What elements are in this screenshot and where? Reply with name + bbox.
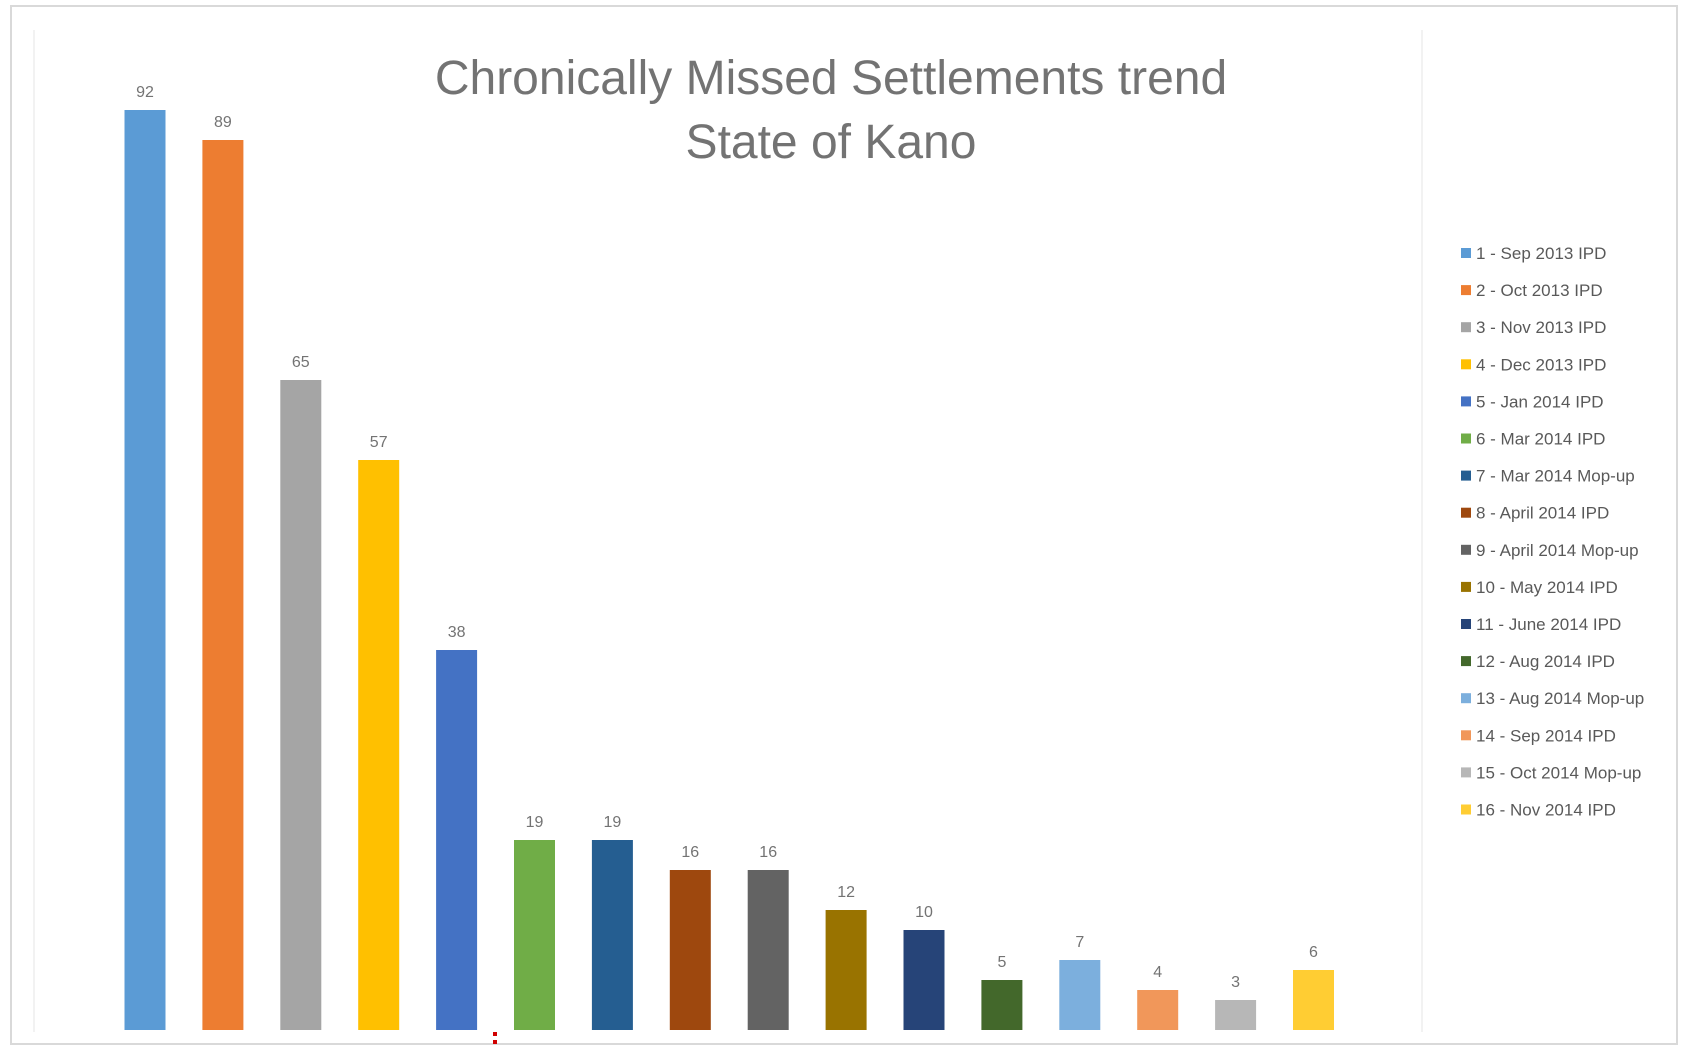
legend-label-3: 3 - Nov 2013 IPD — [1476, 318, 1606, 337]
red-colon-mark — [493, 1032, 497, 1046]
legend-swatch-16 — [1461, 804, 1471, 815]
data-label-9: 16 — [759, 844, 777, 861]
bar-series — [124, 110, 1334, 1030]
chart-title-line-1: Chronically Missed Settlements trend — [435, 52, 1227, 105]
bar-9 — [747, 870, 789, 1030]
legend-label-1: 1 - Sep 2013 IPD — [1476, 244, 1606, 263]
legend-label-6: 6 - Mar 2014 IPD — [1476, 430, 1605, 449]
chart-title-line-2: State of Kano — [686, 116, 977, 169]
legend-label-14: 14 - Sep 2014 IPD — [1476, 726, 1616, 745]
bar-1 — [124, 110, 166, 1030]
legend-swatch-8 — [1461, 507, 1471, 518]
bar-6 — [514, 840, 555, 1030]
data-label-2: 89 — [214, 114, 232, 131]
legend-swatch-1 — [1461, 248, 1471, 258]
legend-swatch-5 — [1461, 396, 1471, 407]
legend-swatch-11 — [1461, 619, 1471, 629]
bar-11 — [903, 930, 945, 1030]
bar-13 — [1059, 960, 1101, 1030]
legend-swatch-7 — [1461, 470, 1471, 481]
legend-label-7: 7 - Mar 2014 Mop-up — [1476, 467, 1635, 486]
data-label-11: 10 — [915, 904, 933, 921]
data-label-13: 7 — [1075, 934, 1084, 951]
data-label-14: 4 — [1153, 964, 1162, 981]
legend-swatch-2 — [1461, 285, 1471, 296]
legend-swatch-9 — [1461, 544, 1471, 555]
legend-label-8: 8 - April 2014 IPD — [1476, 504, 1609, 523]
legend-label-2: 2 - Oct 2013 IPD — [1476, 281, 1603, 300]
data-label-6: 19 — [526, 814, 544, 831]
legend-swatch-14 — [1461, 730, 1471, 741]
legend-label-4: 4 - Dec 2013 IPD — [1476, 355, 1606, 374]
legend-swatch-13 — [1461, 693, 1471, 704]
bar-7 — [591, 840, 633, 1030]
legend-swatch-3 — [1461, 322, 1471, 333]
legend-swatch-15 — [1461, 767, 1471, 778]
data-label-5: 38 — [448, 624, 466, 641]
data-label-8: 16 — [681, 844, 699, 861]
legend-swatch-10 — [1461, 581, 1471, 592]
bar-5 — [436, 650, 478, 1030]
bar-2 — [202, 140, 244, 1030]
bar-3 — [280, 380, 322, 1030]
legend-label-16: 16 - Nov 2014 IPD — [1476, 801, 1616, 820]
bar-15 — [1215, 1000, 1257, 1030]
data-label-16: 6 — [1309, 944, 1318, 961]
legend-label-10: 10 - May 2014 IPD — [1476, 578, 1618, 597]
legend-label-13: 13 - Aug 2014 Mop-up — [1476, 689, 1644, 708]
data-label-3: 65 — [292, 354, 310, 371]
data-label-10: 12 — [837, 884, 855, 901]
legend-swatch-12 — [1461, 656, 1471, 667]
legend-label-5: 5 - Jan 2014 IPD — [1476, 392, 1604, 411]
legend-label-11: 11 - June 2014 IPD — [1476, 615, 1621, 634]
bar-8 — [669, 870, 711, 1030]
data-label-7: 19 — [604, 814, 622, 831]
data-label-15: 3 — [1231, 974, 1240, 991]
legend: 1 - Sep 2013 IPD 2 - Oct 2013 IPD 3 - Nov … — [1461, 244, 1644, 820]
legend-label-12: 12 - Aug 2014 IPD — [1476, 652, 1615, 671]
bar-4 — [358, 460, 400, 1030]
data-label-1: 92 — [136, 84, 154, 101]
legend-label-15: 15 - Oct 2014 Mop-up — [1476, 763, 1641, 782]
legend-swatch-6 — [1461, 433, 1471, 444]
bar-12 — [981, 980, 1023, 1030]
data-label-12: 5 — [997, 954, 1006, 971]
data-label-4: 57 — [370, 434, 388, 451]
bar-10 — [825, 910, 867, 1030]
bar-14 — [1137, 990, 1179, 1030]
legend-swatch-4 — [1461, 359, 1471, 370]
legend-label-9: 9 - April 2014 Mop-up — [1476, 541, 1639, 560]
bar-16 — [1293, 970, 1334, 1030]
